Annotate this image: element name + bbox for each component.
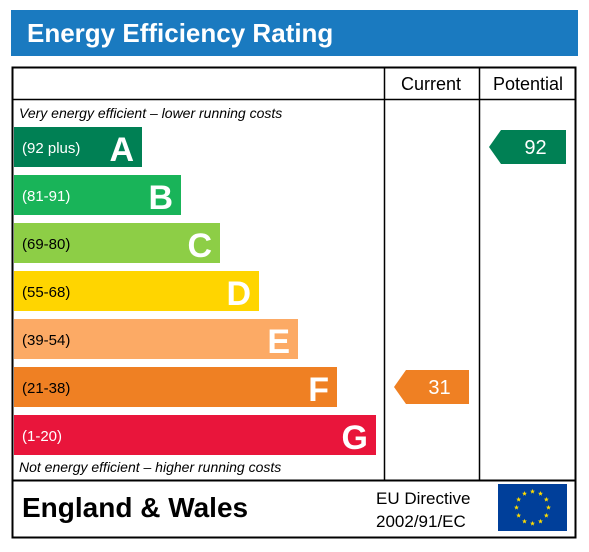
potential-rating: 92 bbox=[489, 130, 566, 164]
band-bar-a bbox=[14, 127, 142, 167]
band-c: (69-80) C bbox=[14, 223, 220, 265]
current-rating-arrow bbox=[394, 370, 469, 404]
eu-star bbox=[516, 496, 522, 502]
potential-rating-arrow bbox=[489, 130, 566, 164]
eu-star bbox=[530, 520, 535, 526]
band-g: (1-20) G bbox=[14, 415, 376, 457]
rating-markers: 31 92 bbox=[394, 130, 566, 404]
top-note: Very energy efficient – lower running co… bbox=[19, 105, 282, 121]
band-range-b: (81-91) bbox=[22, 188, 70, 205]
band-letter-g: G bbox=[342, 419, 368, 457]
eu-star bbox=[543, 512, 549, 518]
band-bar-b bbox=[14, 175, 181, 215]
band-a: (92 plus) A bbox=[14, 127, 142, 169]
eu-star bbox=[543, 496, 549, 502]
band-range-c: (69-80) bbox=[22, 236, 70, 253]
band-range-f: (21-38) bbox=[22, 380, 70, 397]
band-bar-c bbox=[14, 223, 220, 263]
band-bar-g bbox=[14, 415, 376, 455]
band-range-g: (1-20) bbox=[22, 428, 62, 445]
footer-frame bbox=[11, 479, 577, 539]
title-bar: Energy Efficiency Rating bbox=[11, 10, 578, 56]
current-rating: 31 bbox=[394, 370, 469, 404]
band-letter-e: E bbox=[267, 323, 290, 361]
band-e: (39-54) E bbox=[14, 319, 298, 361]
band-bar-d bbox=[14, 271, 259, 311]
band-range-e: (39-54) bbox=[22, 332, 70, 349]
current-rating-value: 31 bbox=[428, 377, 450, 399]
footer-directive-line1: EU Directive bbox=[376, 489, 470, 508]
chart-title: Energy Efficiency Rating bbox=[27, 18, 334, 48]
band-d: (55-68) D bbox=[14, 271, 259, 313]
eu-flag-icon bbox=[498, 484, 567, 531]
band-bar-f bbox=[14, 367, 337, 407]
eu-star bbox=[514, 504, 519, 510]
footer-directive-line2: 2002/91/EC bbox=[376, 512, 466, 531]
rating-bands: (92 plus) A (81-91) B (69-80) C (55-68) D (39-54… bbox=[14, 127, 376, 457]
eu-star bbox=[522, 491, 527, 496]
band-range-a: (92 plus) bbox=[22, 140, 80, 157]
potential-rating-value: 92 bbox=[524, 137, 546, 159]
eu-star bbox=[522, 518, 527, 524]
eu-star bbox=[538, 491, 543, 496]
band-letter-f: F bbox=[308, 371, 329, 409]
band-letter-d: D bbox=[226, 275, 251, 313]
column-header-potential: Potential bbox=[493, 74, 563, 94]
footer-region: England & Wales bbox=[22, 492, 248, 523]
band-range-d: (55-68) bbox=[22, 284, 70, 301]
band-bar-e bbox=[14, 319, 298, 359]
band-letter-c: C bbox=[187, 227, 212, 265]
bottom-note: Not energy efficient – higher running co… bbox=[19, 459, 281, 475]
band-f: (21-38) F bbox=[14, 367, 337, 409]
eu-star bbox=[546, 504, 551, 510]
band-letter-a: A bbox=[109, 131, 134, 169]
band-b: (81-91) B bbox=[14, 175, 181, 217]
eu-star bbox=[538, 518, 543, 524]
column-header-current: Current bbox=[401, 74, 461, 94]
eu-star bbox=[530, 488, 535, 494]
eu-star bbox=[516, 512, 522, 518]
band-letter-b: B bbox=[148, 179, 173, 217]
